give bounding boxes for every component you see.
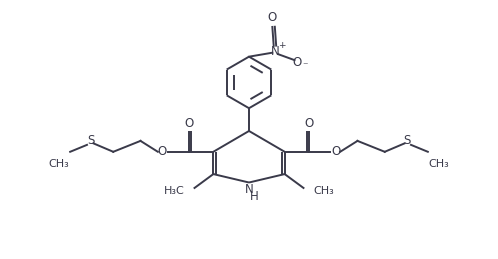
Text: H₃C: H₃C: [164, 186, 185, 196]
Text: ⁻: ⁻: [303, 62, 308, 71]
Text: O: O: [305, 117, 314, 130]
Text: O: O: [184, 117, 193, 130]
Text: S: S: [87, 134, 95, 147]
Text: O: O: [267, 11, 277, 24]
Text: CH₃: CH₃: [48, 159, 69, 169]
Text: CH₃: CH₃: [429, 159, 450, 169]
Text: O: O: [157, 145, 166, 158]
Text: O: O: [332, 145, 341, 158]
Text: N: N: [270, 45, 279, 58]
Text: CH₃: CH₃: [313, 186, 334, 196]
Text: O: O: [292, 56, 302, 69]
Text: H: H: [250, 190, 259, 203]
Text: +: +: [278, 41, 285, 50]
Text: N: N: [245, 183, 253, 196]
Text: S: S: [403, 134, 411, 147]
